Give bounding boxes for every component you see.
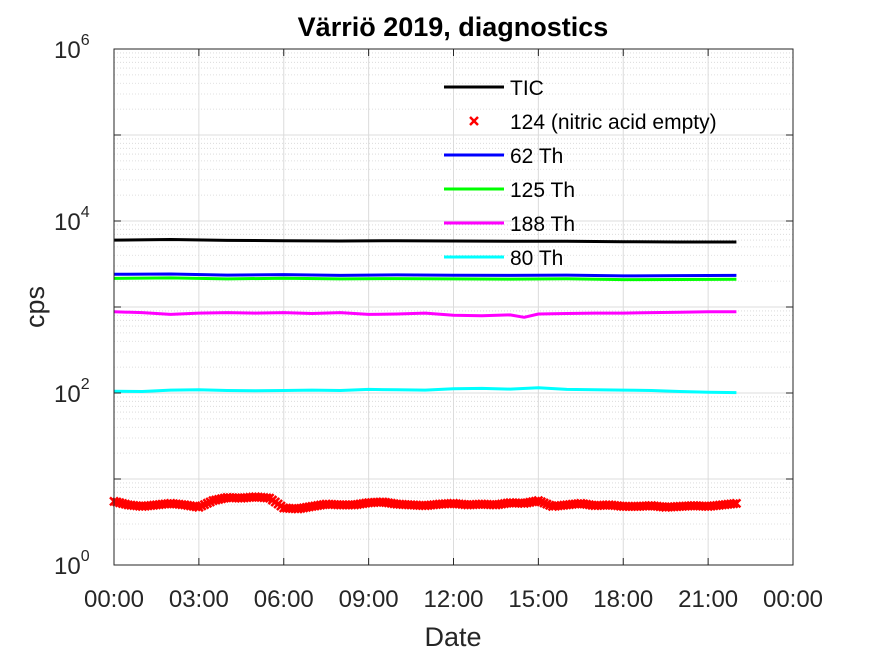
x-tick-label: 21:00 xyxy=(678,586,738,613)
data-point xyxy=(728,498,739,509)
data-point xyxy=(261,492,272,503)
legend-item: 125 Th xyxy=(444,179,575,202)
legend-label: 125 Th xyxy=(510,179,575,202)
legend-item: 188 Th xyxy=(444,213,575,236)
series-125-th xyxy=(113,276,737,282)
y-tick-exponent: 4 xyxy=(81,204,90,221)
series-tic xyxy=(113,238,737,244)
legend-marker xyxy=(469,116,479,126)
series-124-nitric-acid-empty xyxy=(109,491,742,514)
x-tick-label: 06:00 xyxy=(254,586,314,613)
legend-label: 62 Th xyxy=(510,145,563,168)
y-tick-exponent: 6 xyxy=(81,32,90,49)
legend-label: 188 Th xyxy=(510,213,575,236)
x-marker-stroke xyxy=(261,492,272,503)
legend-item: 62 Th xyxy=(444,145,563,168)
chart-title: Värriö 2019, diagnostics xyxy=(298,12,609,42)
legend-item: TIC xyxy=(444,77,544,100)
x-tick-label: 00:00 xyxy=(763,586,823,613)
series-80-th xyxy=(113,386,737,395)
x-tick-label: 09:00 xyxy=(339,586,399,613)
x-tick-label: 18:00 xyxy=(593,586,653,613)
x-tick-label: 00:00 xyxy=(84,586,144,613)
x-axis-label: Date xyxy=(424,622,481,652)
legend-label: TIC xyxy=(510,77,544,100)
y-tick-exponent: 0 xyxy=(81,548,90,565)
y-axis-label: cps xyxy=(20,286,50,328)
x-tick-label: 15:00 xyxy=(508,586,568,613)
y-tick-label: 104 xyxy=(54,204,90,236)
series-62-th xyxy=(113,272,737,278)
legend: TIC 124 (nitric acid empty) 62 Th 125 Th 188… xyxy=(444,77,717,270)
legend-label: 80 Th xyxy=(510,247,563,270)
x-tick-label: 03:00 xyxy=(169,586,229,613)
y-tick-exponent: 2 xyxy=(81,376,90,393)
legend-item: 80 Th xyxy=(444,247,563,270)
data-point xyxy=(731,498,742,509)
series-188-th xyxy=(113,310,737,319)
series-layer xyxy=(109,238,742,514)
x-marker-stroke xyxy=(728,498,739,509)
legend-item: 124 (nitric acid empty) xyxy=(469,111,717,134)
x-marker-stroke xyxy=(469,116,479,126)
x-tick-label: 12:00 xyxy=(423,586,483,613)
legend-label: 124 (nitric acid empty) xyxy=(510,111,717,134)
x-marker-stroke xyxy=(731,498,742,509)
axis-ticks: 00:00 03:00 06:00 09:00 12:00 15:00 18:00 21:00… xyxy=(54,32,823,613)
